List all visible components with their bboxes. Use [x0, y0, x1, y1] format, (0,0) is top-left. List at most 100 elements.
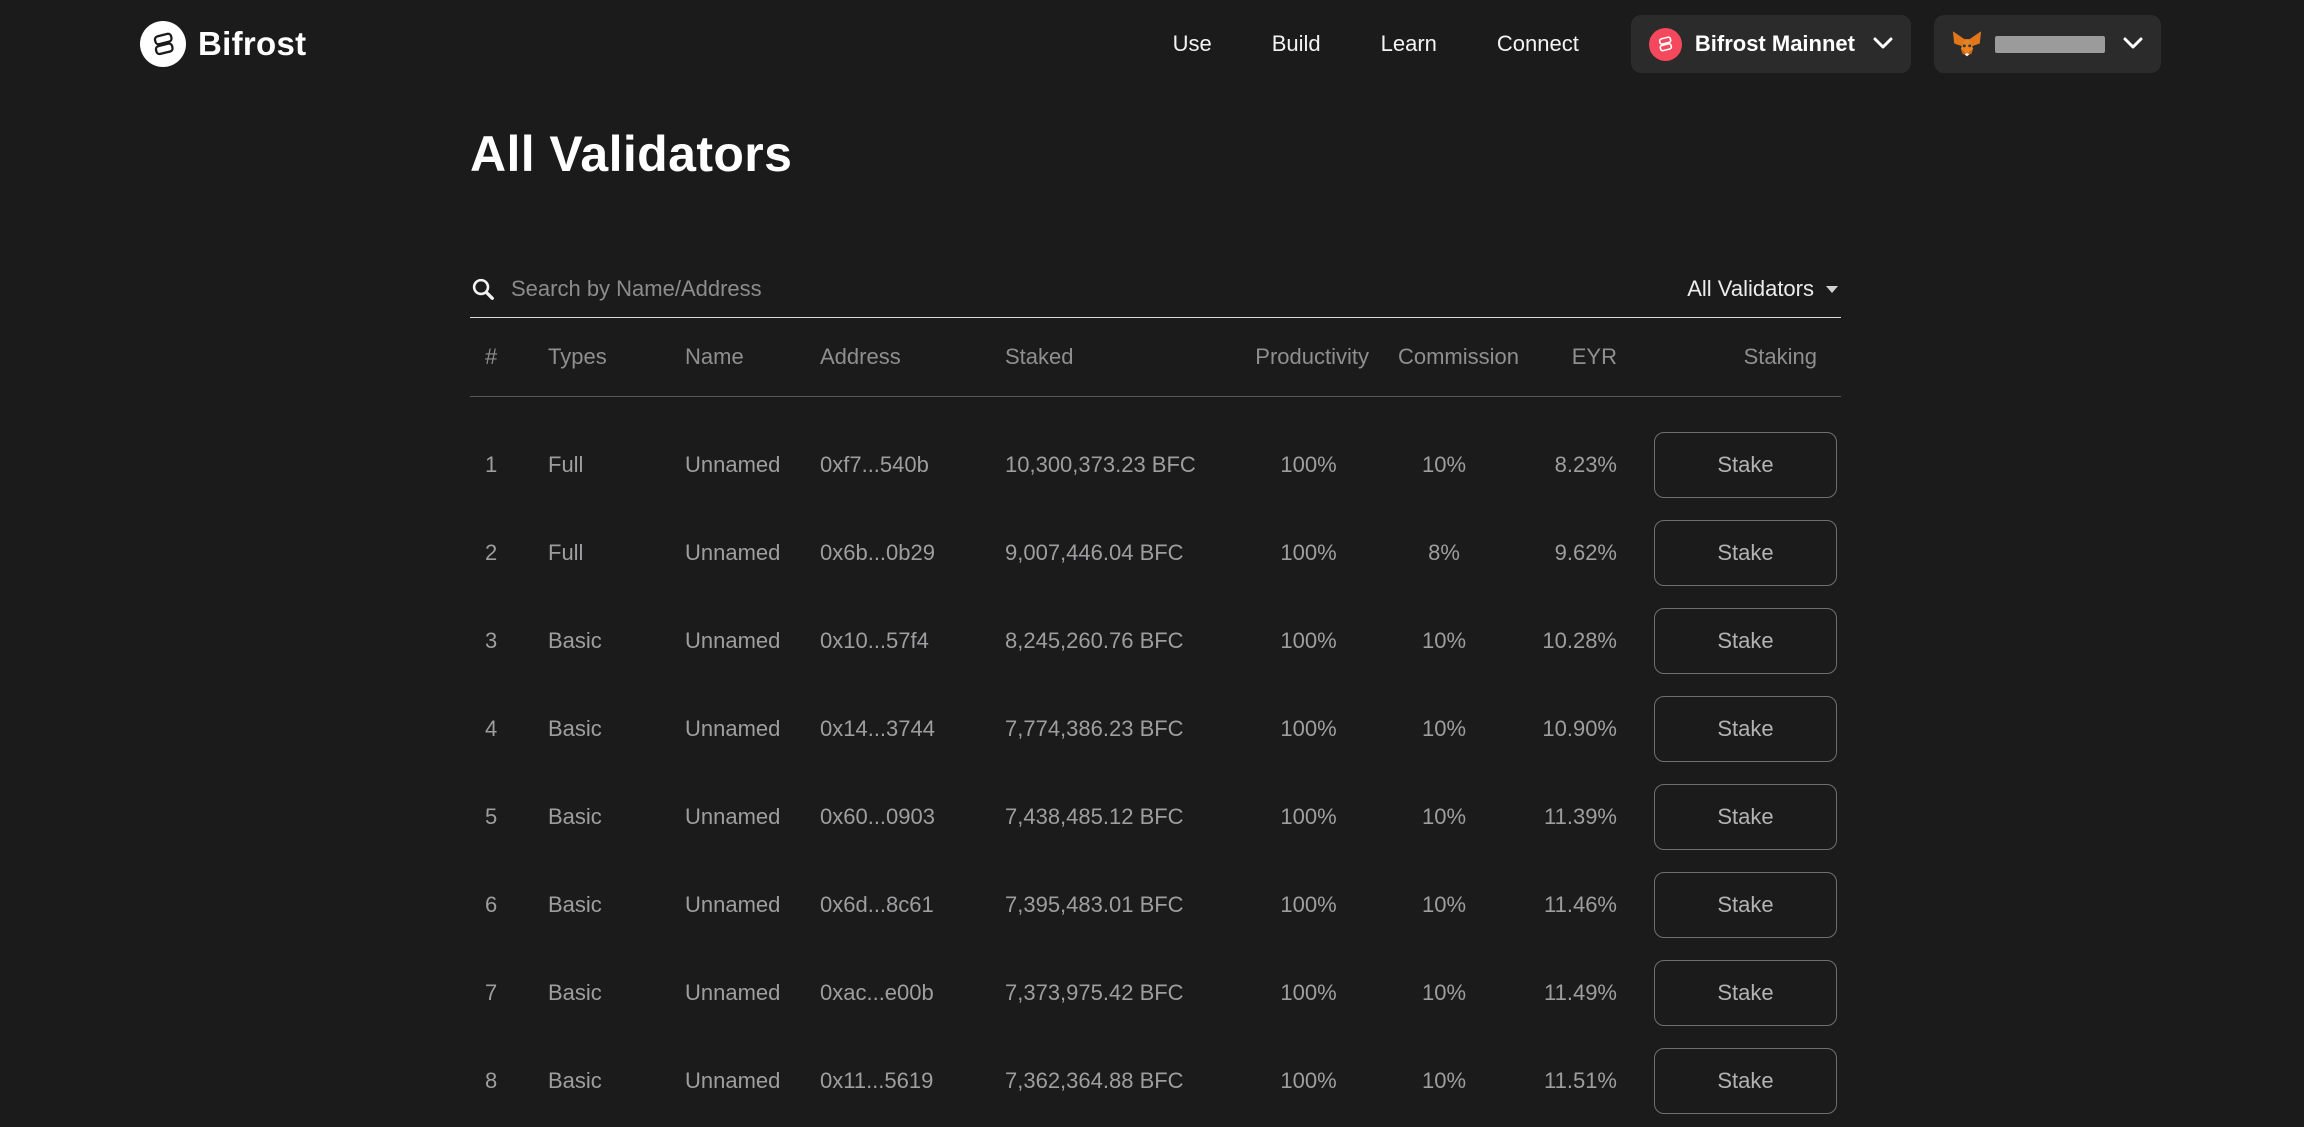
validators-table-body: 1 Full Unnamed 0xf7...540b 10,300,373.23… — [470, 421, 1841, 1125]
cell-eyr: 10.90% — [1542, 716, 1617, 741]
cell-name: Unnamed — [685, 980, 781, 1005]
cell-productivity: 100% — [1280, 716, 1337, 741]
metamask-icon — [1952, 30, 1982, 58]
cell-index: 7 — [485, 980, 498, 1005]
cell-type: Basic — [548, 1068, 602, 1093]
cell-address: 0x6b...0b29 — [820, 540, 935, 565]
table-row: 3 Basic Unnamed 0x10...57f4 8,245,260.76… — [470, 597, 1841, 685]
cell-eyr: 11.51% — [1544, 1068, 1617, 1093]
cell-commission: 10% — [1421, 452, 1467, 477]
cell-index: 3 — [485, 628, 498, 653]
chevron-down-icon — [1873, 37, 1893, 52]
cell-staked: 8,245,260.76 BFC — [1005, 628, 1184, 653]
cell-index: 2 — [485, 540, 498, 565]
cell-productivity: 100% — [1280, 452, 1337, 477]
cell-index: 5 — [485, 804, 498, 829]
stake-button[interactable]: Stake — [1654, 520, 1837, 586]
validator-filter-dropdown[interactable]: All Validators — [1687, 276, 1841, 302]
bifrost-logo-icon — [140, 21, 186, 67]
main-nav: Use Build Learn Connect — [1173, 31, 1579, 57]
cell-type: Basic — [548, 980, 602, 1005]
cell-productivity: 100% — [1280, 628, 1337, 653]
table-row: 8 Basic Unnamed 0x11...5619 7,362,364.88… — [470, 1037, 1841, 1125]
cell-index: 6 — [485, 892, 498, 917]
stake-button[interactable]: Stake — [1654, 960, 1837, 1026]
stake-button[interactable]: Stake — [1654, 696, 1837, 762]
cell-productivity: 100% — [1280, 804, 1337, 829]
cell-productivity: 100% — [1280, 892, 1337, 917]
cell-address: 0x11...5619 — [820, 1068, 934, 1093]
col-header-types: Types — [548, 344, 607, 369]
col-header-index: # — [485, 344, 498, 369]
cell-commission: 10% — [1421, 628, 1467, 653]
cell-type: Basic — [548, 892, 602, 917]
stake-button[interactable]: Stake — [1654, 784, 1837, 850]
col-header-productivity: Productivity — [1255, 344, 1369, 369]
col-header-eyr: EYR — [1571, 344, 1617, 369]
table-row: 7 Basic Unnamed 0xac...e00b 7,373,975.42… — [470, 949, 1841, 1037]
cell-staked: 10,300,373.23 BFC — [1005, 452, 1196, 477]
search-input[interactable] — [511, 276, 1673, 302]
cell-eyr: 11.39% — [1544, 804, 1617, 829]
cell-eyr: 11.46% — [1544, 892, 1617, 917]
cell-productivity: 100% — [1280, 980, 1337, 1005]
table-row: 5 Basic Unnamed 0x60...0903 7,438,485.12… — [470, 773, 1841, 861]
nav-link-connect[interactable]: Connect — [1496, 31, 1579, 56]
stake-button[interactable]: Stake — [1654, 1048, 1837, 1114]
cell-commission: 10% — [1421, 804, 1467, 829]
network-name-label: Bifrost Mainnet — [1694, 31, 1855, 56]
search-bar: All Validators — [470, 276, 1841, 318]
cell-staked: 7,395,483.01 BFC — [1005, 892, 1184, 917]
cell-staked: 7,373,975.42 BFC — [1005, 980, 1184, 1005]
col-header-commission: Commission — [1397, 344, 1519, 369]
cell-name: Unnamed — [685, 1068, 781, 1093]
cell-address: 0x6d...8c61 — [820, 892, 934, 917]
brand-name: Bifrost — [198, 25, 307, 62]
cell-type: Basic — [548, 628, 602, 653]
cell-address: 0x10...57f4 — [820, 628, 929, 653]
cell-name: Unnamed — [685, 452, 781, 477]
wallet-button[interactable] — [1934, 15, 2161, 73]
col-header-address: Address — [820, 344, 901, 369]
cell-address: 0xf7...540b — [820, 452, 929, 477]
col-header-staking: Staking — [1743, 344, 1817, 369]
cell-name: Unnamed — [685, 540, 781, 565]
cell-commission: 8% — [1428, 540, 1460, 565]
table-header: # Types Name Address Staked Productivity… — [470, 318, 1841, 397]
page-title: All Validators — [470, 126, 793, 182]
cell-eyr: 9.62% — [1554, 540, 1617, 565]
stake-button[interactable]: Stake — [1654, 872, 1837, 938]
nav-link-build[interactable]: Build — [1271, 31, 1321, 56]
cell-name: Unnamed — [685, 804, 781, 829]
network-selector-button[interactable]: Bifrost Mainnet — [1630, 15, 1911, 73]
cell-productivity: 100% — [1280, 540, 1337, 565]
table-row: 4 Basic Unnamed 0x14...3744 7,774,386.23… — [470, 685, 1841, 773]
cell-type: Full — [548, 452, 584, 477]
main-content: All Validators All Validators # Types Na… — [470, 124, 1841, 1125]
cell-staked: 7,362,364.88 BFC — [1005, 1068, 1184, 1093]
cell-address: 0x60...0903 — [820, 804, 935, 829]
table-row: 6 Basic Unnamed 0x6d...8c61 7,395,483.01… — [470, 861, 1841, 949]
cell-staked: 7,438,485.12 BFC — [1005, 804, 1184, 829]
top-bar: Bifrost Use Build Learn Connect Bifrost … — [0, 0, 2304, 88]
brand-logo[interactable]: Bifrost — [140, 21, 306, 67]
stake-button[interactable]: Stake — [1654, 432, 1837, 498]
col-header-staked: Staked — [1005, 344, 1074, 369]
cell-staked: 7,774,386.23 BFC — [1005, 716, 1184, 741]
cell-commission: 10% — [1421, 1068, 1467, 1093]
stake-button[interactable]: Stake — [1654, 608, 1837, 674]
cell-address: 0x14...3744 — [820, 716, 935, 741]
cell-eyr: 8.23% — [1554, 452, 1617, 477]
cell-index: 4 — [485, 716, 498, 741]
cell-address: 0xac...e00b — [820, 980, 934, 1005]
cell-index: 8 — [485, 1068, 498, 1093]
nav-link-use[interactable]: Use — [1172, 31, 1212, 56]
cell-type: Basic — [548, 804, 602, 829]
cell-commission: 10% — [1421, 892, 1467, 917]
cell-commission: 10% — [1421, 716, 1467, 741]
col-header-name: Name — [685, 344, 744, 369]
table-row: 2 Full Unnamed 0x6b...0b29 9,007,446.04 … — [470, 509, 1841, 597]
table-row: 1 Full Unnamed 0xf7...540b 10,300,373.23… — [470, 421, 1841, 509]
nav-link-learn[interactable]: Learn — [1380, 31, 1437, 56]
chevron-down-icon — [2123, 37, 2143, 52]
